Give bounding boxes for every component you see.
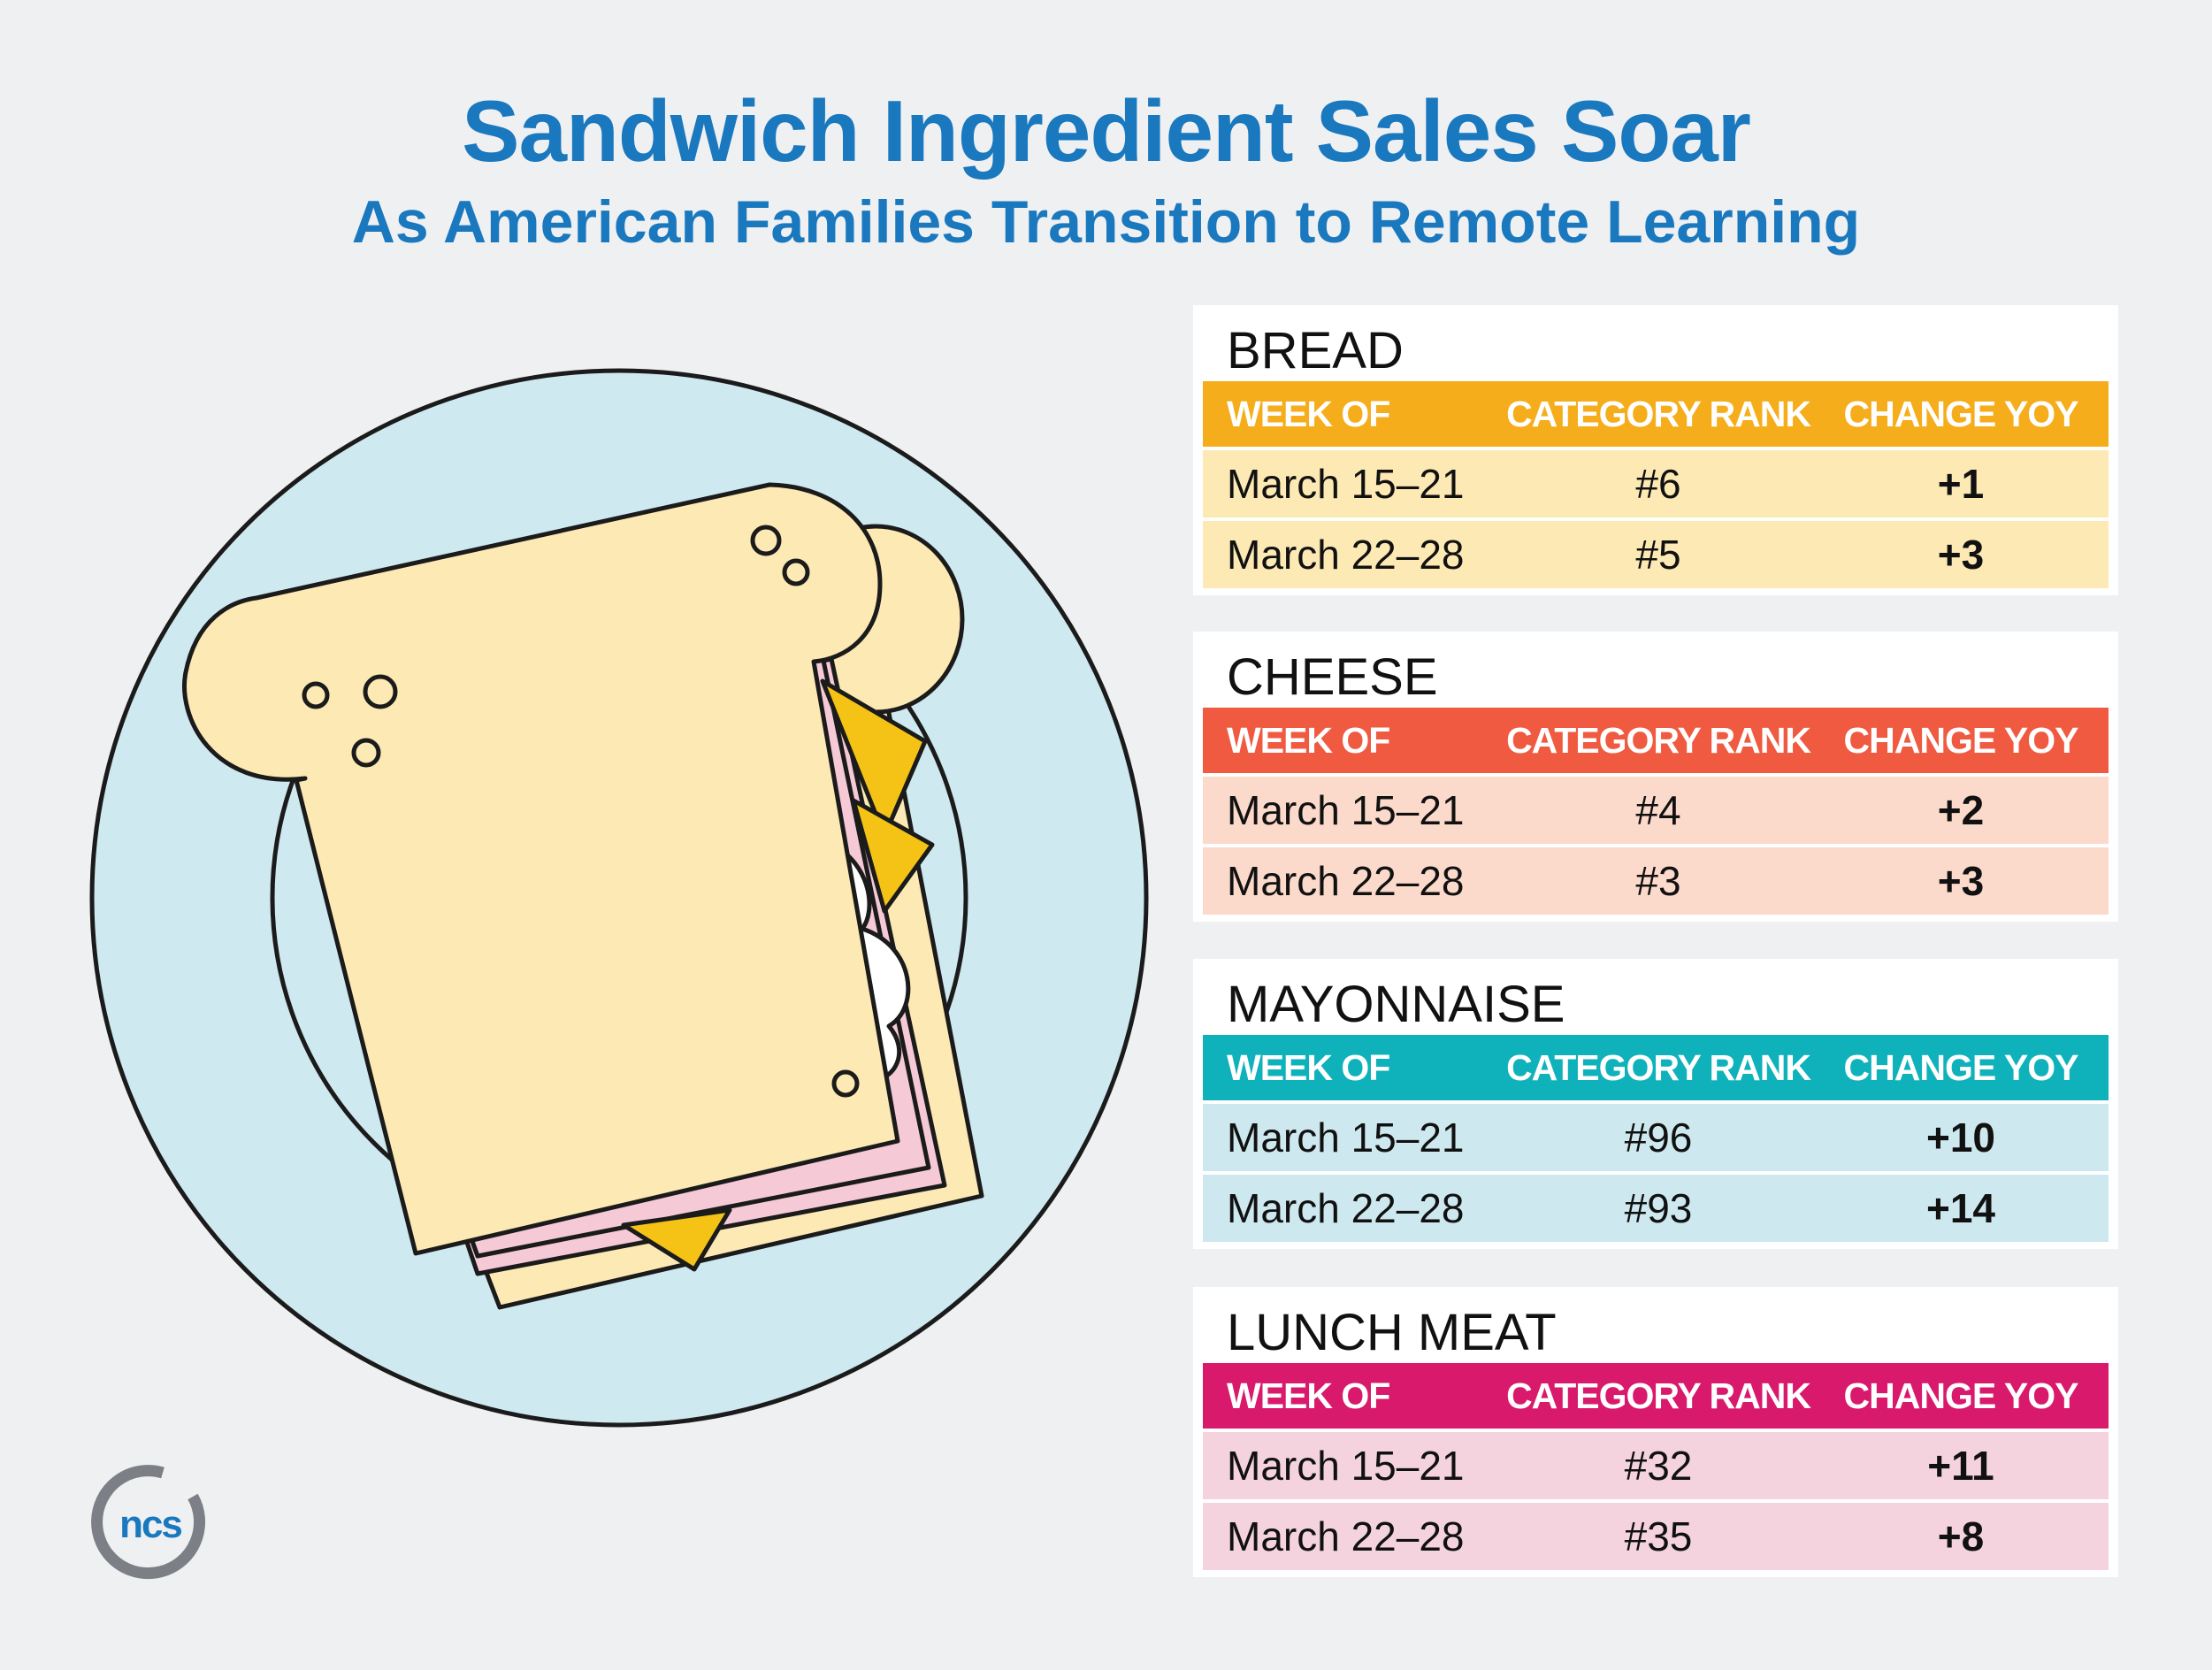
table-mayonnaise: WEEK OF CATEGORY RANK CHANGE YOY March 1… [1203, 1035, 2109, 1242]
sandwich-plate-illustration [89, 368, 1149, 1428]
bread-hole [351, 738, 381, 768]
table-row: March 22–28 #3 +3 [1203, 847, 2109, 915]
card-cheese: CHEESE WEEK OF CATEGORY RANK CHANGE YOY … [1193, 632, 2118, 922]
cell-rank: #5 [1635, 532, 1681, 578]
page-subtitle: As American Families Transition to Remot… [351, 188, 1861, 256]
cell-rank: #6 [1635, 461, 1681, 507]
card-title: BREAD [1227, 322, 1404, 379]
cell-rank: #3 [1635, 858, 1681, 904]
cell-week: March 22–28 [1227, 1513, 1465, 1559]
bread-hole [363, 674, 398, 709]
col-week-of: WEEK OF [1227, 393, 1390, 434]
bread-hole [302, 681, 330, 709]
col-change-yoy: CHANGE YOY [1843, 393, 2079, 434]
card-title: MAYONNAISE [1227, 976, 1565, 1033]
table-row: March 22–28 #5 +3 [1203, 521, 2109, 588]
col-change-yoy: CHANGE YOY [1843, 719, 2079, 761]
cheese-corner-1 [820, 678, 928, 839]
page-title: Sandwich Ingredient Sales Soar [462, 82, 1751, 180]
cell-week: March 15–21 [1227, 1115, 1465, 1161]
col-category-rank: CATEGORY RANK [1506, 1375, 1811, 1416]
col-change-yoy: CHANGE YOY [1843, 1046, 2079, 1088]
table-row: March 15–21 #32 +11 [1203, 1432, 2109, 1499]
cell-change: +3 [1937, 532, 1985, 578]
cell-week: March 15–21 [1227, 461, 1465, 507]
cell-change: +8 [1937, 1513, 1985, 1559]
col-week-of: WEEK OF [1227, 719, 1390, 761]
col-week-of: WEEK OF [1227, 1375, 1390, 1416]
table-header: WEEK OF CATEGORY RANK CHANGE YOY [1203, 1035, 2109, 1100]
bread-hole [782, 558, 810, 586]
card-title: LUNCH MEAT [1227, 1304, 1557, 1361]
col-category-rank: CATEGORY RANK [1506, 719, 1811, 761]
cell-week: March 15–21 [1227, 787, 1465, 833]
cell-change: +3 [1937, 858, 1985, 904]
logo-text: ncs [119, 1503, 181, 1546]
table-row: March 15–21 #6 +1 [1203, 450, 2109, 517]
table-row: March 15–21 #4 +2 [1203, 777, 2109, 844]
cell-week: March 15–21 [1227, 1443, 1465, 1489]
table-bread: WEEK OF CATEGORY RANK CHANGE YOY March 1… [1203, 381, 2109, 588]
cell-rank: #96 [1624, 1115, 1693, 1161]
col-category-rank: CATEGORY RANK [1506, 393, 1811, 434]
bread-hole [831, 1069, 860, 1098]
cheese-corner-2 [851, 798, 935, 914]
cell-change: +10 [1925, 1115, 1996, 1161]
table-header: WEEK OF CATEGORY RANK CHANGE YOY [1203, 708, 2109, 773]
cell-week: March 22–28 [1227, 1185, 1465, 1231]
ncs-logo: ncs [91, 1465, 206, 1580]
cell-week: March 22–28 [1227, 532, 1465, 578]
cell-change: +1 [1937, 461, 1985, 507]
col-week-of: WEEK OF [1227, 1046, 1390, 1088]
col-category-rank: CATEGORY RANK [1506, 1046, 1811, 1088]
cell-rank: #35 [1624, 1513, 1693, 1559]
bread-hole [750, 525, 782, 556]
cell-rank: #4 [1635, 787, 1681, 833]
cell-week: March 22–28 [1227, 858, 1465, 904]
table-row: March 22–28 #93 +14 [1203, 1175, 2109, 1242]
cell-change: +11 [1927, 1443, 1994, 1489]
card-title: CHEESE [1227, 648, 1438, 706]
cell-rank: #32 [1624, 1443, 1693, 1489]
top-bread-slice [182, 482, 900, 1256]
card-lunch-meat: LUNCH MEAT WEEK OF CATEGORY RANK CHANGE … [1193, 1287, 2118, 1577]
cell-rank: #93 [1624, 1185, 1693, 1231]
cheese-corner-3 [621, 1207, 732, 1272]
table-cheese: WEEK OF CATEGORY RANK CHANGE YOY March 1… [1203, 708, 2109, 915]
table-header: WEEK OF CATEGORY RANK CHANGE YOY [1203, 1363, 2109, 1429]
table-row: March 15–21 #96 +10 [1203, 1104, 2109, 1171]
card-bread: BREAD WEEK OF CATEGORY RANK CHANGE YOY M… [1193, 305, 2118, 595]
table-header: WEEK OF CATEGORY RANK CHANGE YOY [1203, 381, 2109, 447]
cell-change: +14 [1925, 1185, 1996, 1231]
card-mayonnaise: MAYONNAISE WEEK OF CATEGORY RANK CHANGE … [1193, 959, 2118, 1249]
logo-ring-icon [91, 1465, 206, 1580]
col-change-yoy: CHANGE YOY [1843, 1375, 2079, 1416]
table-row: March 22–28 #35 +8 [1203, 1503, 2109, 1570]
table-lunch-meat: WEEK OF CATEGORY RANK CHANGE YOY March 1… [1203, 1363, 2109, 1570]
cell-change: +2 [1937, 787, 1985, 833]
